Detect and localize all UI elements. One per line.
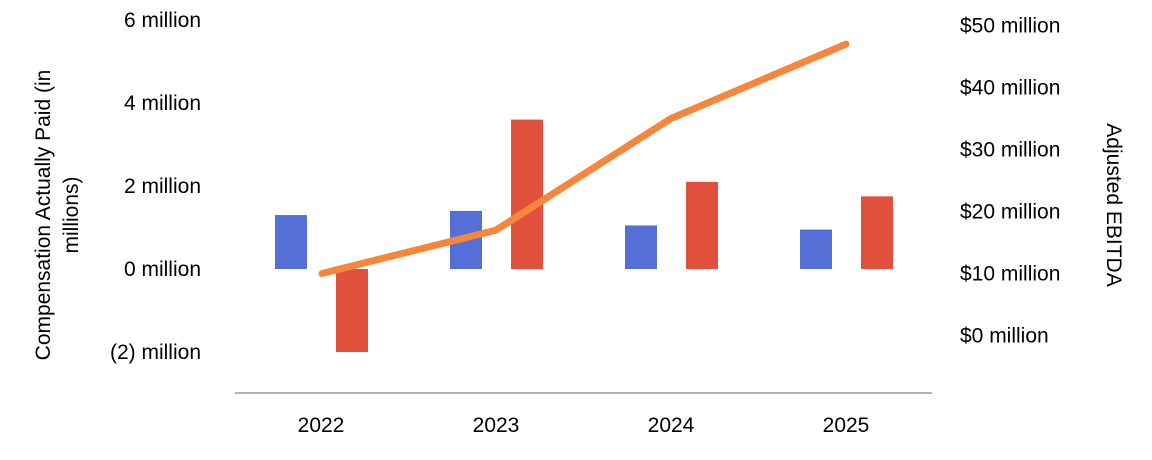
y-left-tick: 6 million <box>124 9 201 32</box>
bars-group <box>275 119 893 352</box>
y-right-tick: $10 million <box>960 263 1060 286</box>
x-tick-2025: 2025 <box>823 414 870 437</box>
bar-s1-2023 <box>511 119 543 269</box>
x-tick-2022: 2022 <box>298 414 345 437</box>
y-right-tick: $20 million <box>960 201 1060 224</box>
x-tick-2023: 2023 <box>473 414 520 437</box>
y-right-tick: $40 million <box>960 77 1060 100</box>
x-tick-labels: 2022 2023 2024 2025 <box>298 414 870 437</box>
bar-s0-2024 <box>625 225 657 269</box>
bar-s1-2022 <box>336 269 368 352</box>
line-series-0 <box>318 40 850 277</box>
y-left-tick-labels: 6 million 4 million 2 million 0 million (2) … <box>110 9 201 364</box>
y-right-tick-labels: $50 million $40 million $30 million $20 mil… <box>960 15 1060 348</box>
y-left-tick: 0 million <box>124 258 201 281</box>
bar-s1-2025 <box>861 196 893 269</box>
y-left-axis-title: Compensation Actually Paid (in <box>32 70 55 361</box>
lines-group <box>318 40 850 277</box>
bar-s0-2022 <box>275 215 307 269</box>
x-tick-2024: 2024 <box>648 414 695 437</box>
y-right-axis-title: Adjusted EBITDA <box>1102 123 1125 286</box>
y-right-tick: $0 million <box>960 325 1049 348</box>
y-right-tick: $50 million <box>960 15 1060 38</box>
y-left-axis-title-line2: millions) <box>60 176 83 253</box>
bar-s0-2025 <box>800 229 832 269</box>
bar-s1-2024 <box>686 181 718 269</box>
y-left-tick: 2 million <box>124 175 201 198</box>
y-right-tick: $30 million <box>960 139 1060 162</box>
y-left-tick: 4 million <box>124 92 201 115</box>
y-left-tick: (2) million <box>110 341 201 364</box>
